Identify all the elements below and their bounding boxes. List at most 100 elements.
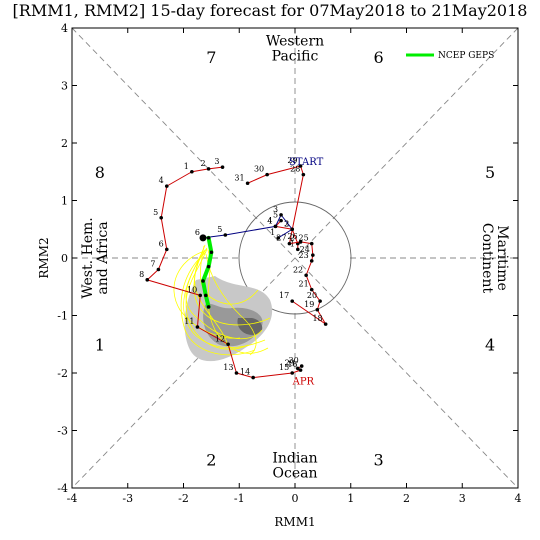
data-point: [323, 322, 328, 326]
region-line-0: Indian: [272, 451, 317, 467]
data-point: [226, 342, 230, 347]
data-point: [204, 293, 208, 298]
series-line-start: [202, 214, 293, 239]
x-tick-label-5: 1: [347, 492, 354, 505]
y-tick-label-5: 1: [61, 195, 68, 208]
point-label: 6: [159, 239, 164, 248]
x-tick-label-1: -3: [122, 492, 133, 505]
data-point: [299, 364, 304, 368]
data-point: [290, 227, 295, 232]
data-point: [301, 172, 306, 177]
legend-label-ncep-geps: NCEP GEPS: [438, 51, 494, 61]
x-tick-label-6: 2: [403, 492, 410, 505]
point-label: 21: [299, 280, 309, 289]
y-tick-label-6: 2: [61, 137, 68, 150]
y-tick-label-2: -2: [57, 367, 68, 380]
region-line-1: Pacific: [272, 49, 319, 65]
data-point: [195, 325, 200, 329]
data-point: [209, 250, 214, 255]
data-point: [309, 241, 314, 246]
x-tick-label-7: 3: [459, 492, 466, 505]
data-point: [318, 299, 322, 303]
data-point: [206, 167, 211, 171]
data-point: [290, 299, 295, 303]
point-label: 27: [276, 234, 286, 243]
region-line-0: Western: [266, 34, 324, 50]
point-label: 29: [285, 358, 295, 367]
data-point: [206, 264, 211, 269]
point-label: 14: [240, 368, 250, 377]
unit-circle: [238, 201, 352, 315]
point-label: 11: [184, 317, 194, 326]
phase-label-1: 1: [95, 335, 105, 354]
region-line-0: Maritime: [494, 225, 510, 291]
y-axis-label: RMM2: [37, 237, 51, 278]
data-point: [220, 165, 225, 169]
data-point: [159, 215, 163, 220]
point-label: 1: [270, 228, 275, 237]
point-label: 4: [267, 216, 272, 225]
data-point: [298, 164, 303, 168]
legend: NCEP GEPS: [406, 51, 494, 61]
data-point: [298, 368, 303, 372]
phase-label-3: 3: [374, 450, 384, 469]
point-label: 23: [299, 251, 309, 260]
x-tick-label-3: -1: [234, 492, 245, 505]
data-point: [156, 267, 161, 272]
point-label: 25: [299, 234, 309, 243]
phase-dividers: [71, 27, 519, 489]
point-label: 29: [287, 156, 297, 165]
y-tick-label-4: 0: [61, 252, 68, 265]
point-label: 4: [267, 216, 272, 225]
series-line-ncep-geps: [201, 235, 214, 309]
y-tick-label-7: 3: [61, 80, 68, 93]
point-label: 2: [200, 159, 205, 168]
series-tag-apr: APR: [292, 377, 315, 388]
phase-label-7: 7: [206, 48, 216, 67]
data-point: [201, 279, 205, 283]
point-label: 5: [153, 208, 158, 217]
point-label: 5: [273, 211, 278, 220]
data-point: [223, 233, 228, 237]
point-label: 10: [187, 285, 197, 294]
point-label: 19: [304, 300, 314, 309]
region-line-1: Ocean: [273, 466, 318, 482]
y-tick-label-0: -4: [57, 482, 68, 495]
point-label: 28: [290, 165, 300, 174]
x-tick-label-2: -2: [178, 492, 189, 505]
data-point: [279, 218, 283, 223]
phase-label-6: 6: [374, 48, 384, 67]
series-ncep-geps: [201, 235, 214, 309]
point-label: 3: [284, 219, 289, 228]
point-label: 22: [293, 265, 303, 274]
data-point: [287, 241, 292, 246]
data-point: [206, 236, 211, 240]
data-point: [251, 375, 255, 380]
region-label-west-hem-africa: West. Hem. and Africa: [80, 217, 111, 298]
phase-label-2: 2: [206, 450, 216, 469]
data-point: [298, 240, 303, 244]
point-label: 13: [223, 363, 233, 372]
data-point: [190, 169, 194, 174]
point-label: 3: [214, 157, 219, 166]
data-point: [234, 371, 239, 375]
region-line-0: West. Hem.: [80, 217, 96, 298]
data-point: [265, 172, 269, 177]
point-label: 1: [290, 239, 295, 248]
data-point: [145, 278, 150, 282]
region-line-1: and Africa: [95, 221, 111, 294]
point-label: 16: [287, 360, 297, 369]
point-label: 6: [195, 228, 200, 237]
data-point: [279, 213, 283, 217]
y-tick-label-3: -1: [57, 310, 68, 323]
data-point: [295, 366, 300, 371]
data-point: [164, 184, 169, 188]
point-label: 12: [215, 334, 225, 343]
